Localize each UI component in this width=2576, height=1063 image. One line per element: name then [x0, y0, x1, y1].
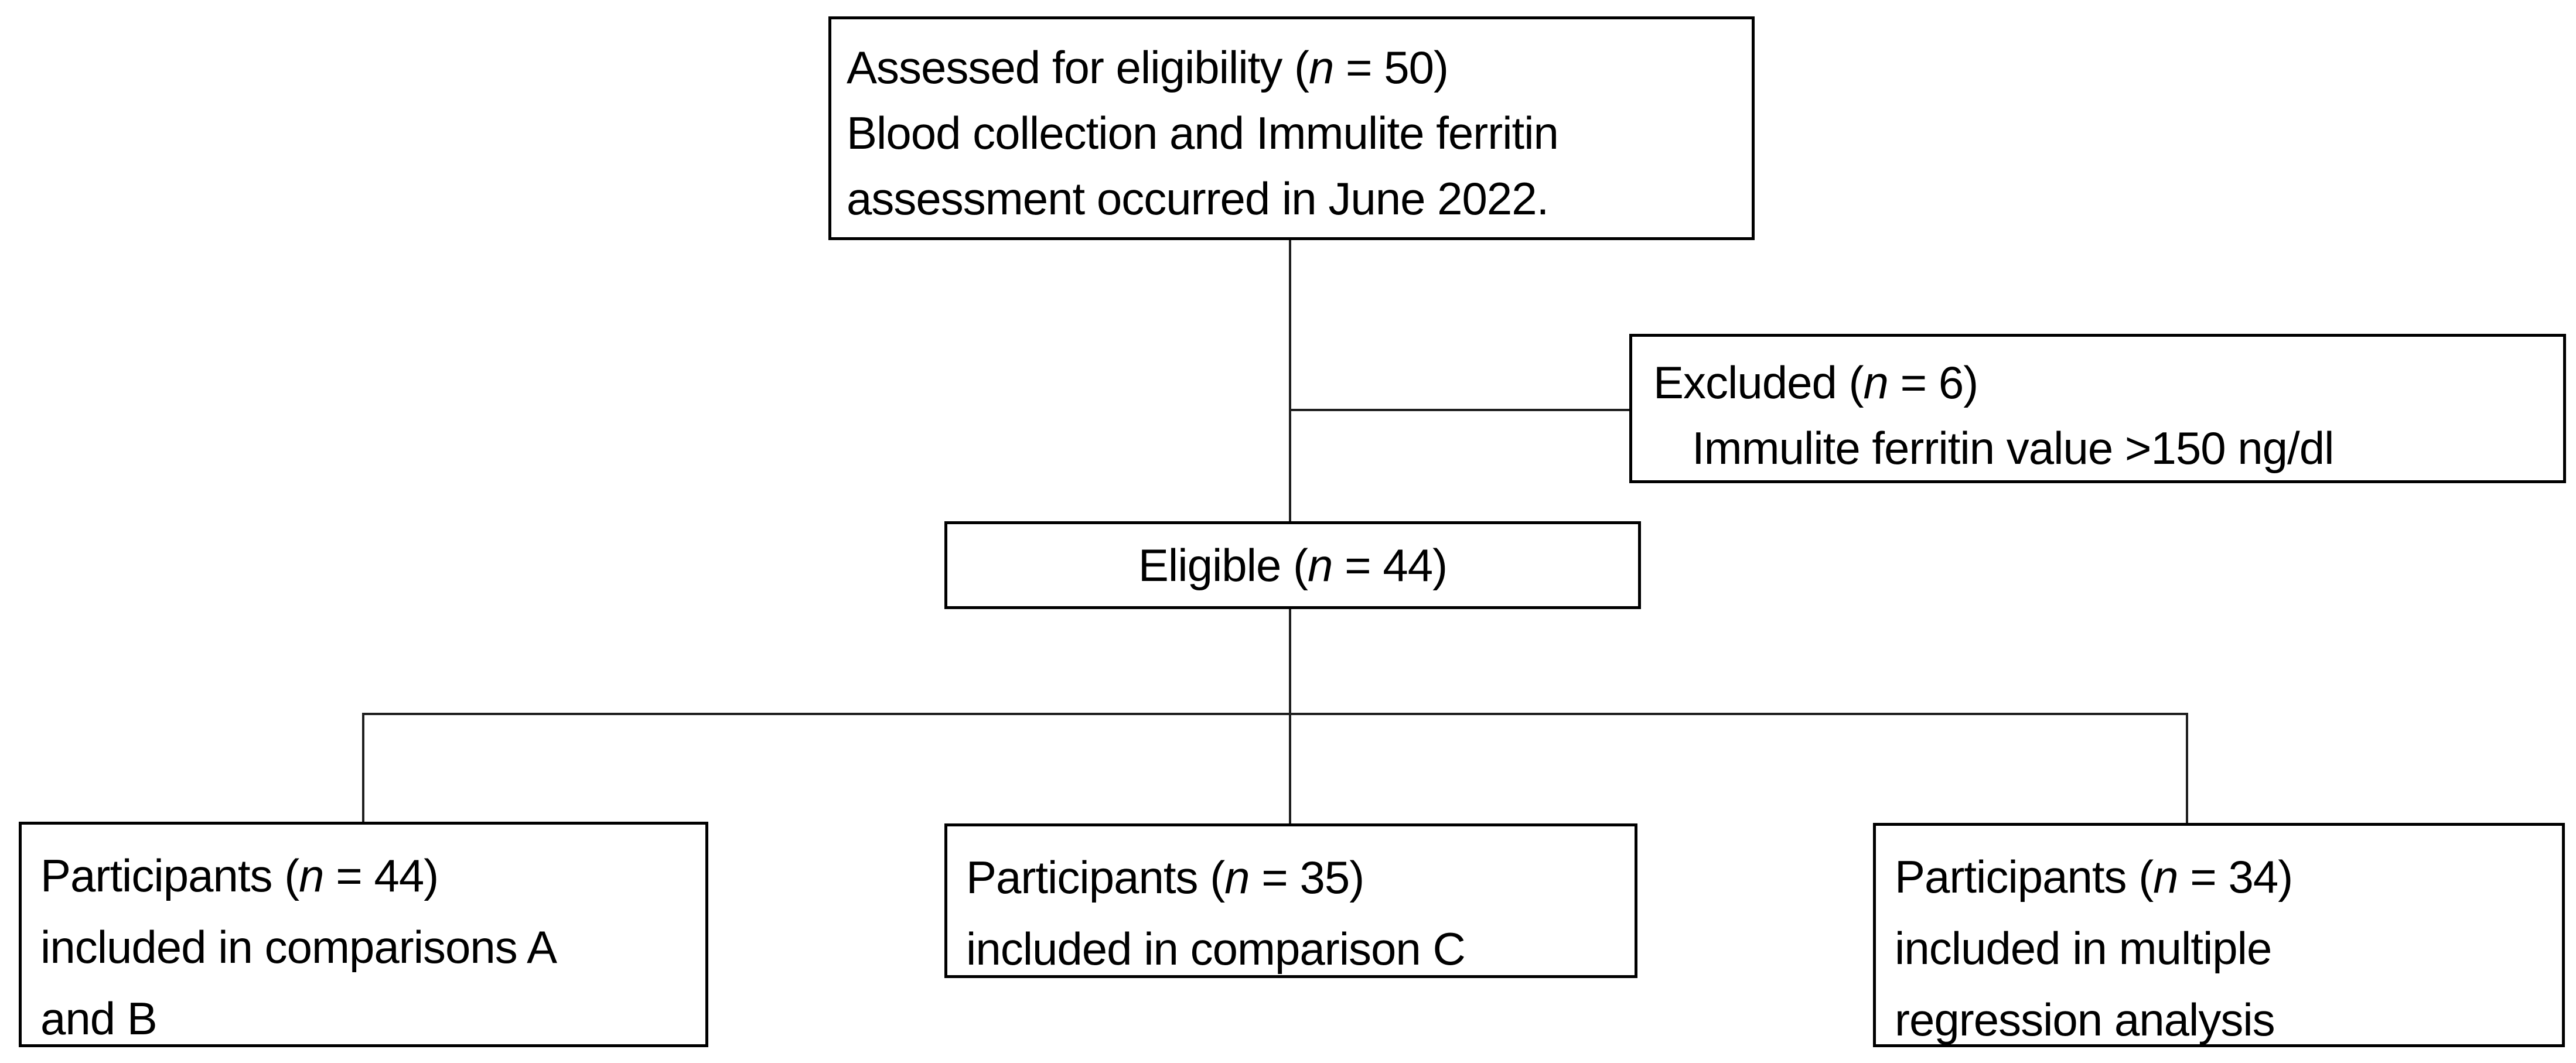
arm-regression-n: n	[2153, 851, 2178, 903]
assessed-line-2: Blood collection and Immulite ferritin	[847, 107, 1559, 159]
arm-c-line-1-pre: Participants (	[966, 852, 1225, 903]
arm-c-line-1-post: = 35)	[1249, 852, 1364, 903]
assessed-line-1-pre: Assessed for eligibility (	[847, 42, 1309, 93]
arm-c-line-2: included in comparison C	[966, 923, 1466, 975]
eligible-n: n	[1308, 539, 1333, 591]
arm-c-line-1: Participants (n = 35)	[966, 842, 1616, 913]
connector-drop-arm-ab	[362, 713, 364, 822]
arm-ab-line-1-pre: Participants (	[40, 850, 299, 901]
arm-c-box: Participants (n = 35) included in compar…	[944, 823, 1637, 978]
connector-branch-to-excluded	[1290, 409, 1629, 411]
arm-regression-line-1-post: = 34)	[2178, 851, 2293, 903]
connector-eligible-to-split	[1289, 609, 1291, 823]
arm-regression-line-1-pre: Participants (	[1895, 851, 2154, 903]
connector-assessed-to-eligible	[1289, 240, 1291, 521]
excluded-line-1-pre: Excluded (	[1653, 357, 1864, 408]
arm-regression-line-2: included in multiple	[1895, 922, 2272, 974]
excluded-box: Excluded (n = 6) Immulite ferritin value…	[1629, 334, 2566, 483]
excluded-line-2: Immulite ferritin value >150 ng/dl	[1692, 422, 2334, 474]
arm-ab-line-1-post: = 44)	[323, 850, 439, 901]
arm-ab-n: n	[299, 850, 324, 901]
connector-split-bar	[362, 713, 2188, 715]
eligible-line-1: Eligible (n = 44)	[1138, 532, 1448, 598]
arm-ab-line-2: included in comparisons A	[40, 921, 557, 973]
arm-ab-box: Participants (n = 44) included in compar…	[19, 822, 708, 1047]
arm-ab-line-3: and B	[40, 993, 158, 1044]
assessed-line-1: Assessed for eligibility (n = 50)	[847, 35, 1736, 100]
assessed-line-3: assessment occurred in June 2022.	[847, 173, 1549, 224]
assessed-line-1-post: = 50)	[1333, 42, 1449, 93]
excluded-n: n	[1863, 357, 1889, 408]
assessed-n: n	[1308, 42, 1334, 93]
connector-drop-arm-regression	[2186, 713, 2188, 823]
eligible-line-1-post: = 44)	[1332, 539, 1448, 591]
eligible-box: Eligible (n = 44)	[944, 521, 1641, 609]
arm-ab-line-1: Participants (n = 44)	[40, 840, 687, 911]
arm-regression-box: Participants (n = 34) included in multip…	[1873, 823, 2565, 1047]
assessed-box: Assessed for eligibility (n = 50) Blood …	[828, 16, 1755, 240]
arm-c-n: n	[1224, 852, 1250, 903]
eligible-line-1-pre: Eligible (	[1138, 539, 1308, 591]
arm-regression-line-1: Participants (n = 34)	[1895, 841, 2543, 912]
excluded-line-1-post: = 6)	[1888, 357, 1979, 408]
excluded-line-1: Excluded (n = 6)	[1653, 350, 2542, 415]
arm-regression-line-3: regression analysis	[1895, 994, 2275, 1045]
